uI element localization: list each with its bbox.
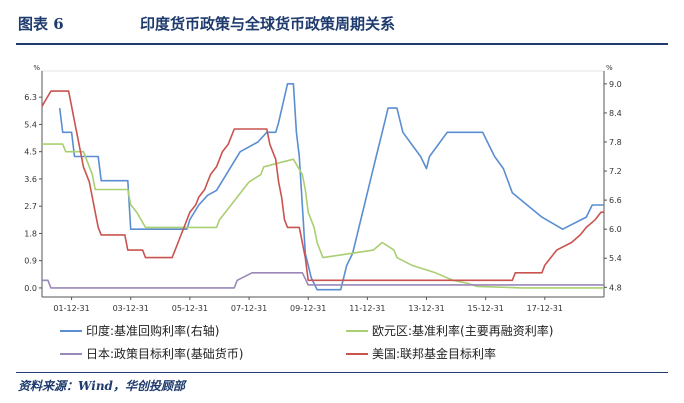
right-axis-unit: % [606,64,613,72]
figure-number: 图表 6 [18,15,64,33]
x-tick-label: 01-12-31 [53,304,89,313]
figure-header: 图表 6 印度货币政策与全球货币政策周期关系 [16,10,668,40]
right-tick-label: 6.0 [609,225,622,234]
x-tick-label: 11-12-31 [349,304,385,313]
left-tick-label: 0.0 [24,284,37,293]
x-tick-label: 13-12-31 [408,304,444,313]
left-axis-unit: % [33,64,40,72]
axes: % % 0.0 0.9 1.8 2.7 3.6 4.5 5.4 6.3 4.8 5.4 6.0 6.6 7.… [24,64,621,313]
right-tick-label: 7.2 [609,167,622,176]
legend-label-1: 欧元区:基准利率(主要再融资利率) [372,323,553,338]
source-note: 资料来源：Wind，华创投顾部 [18,379,185,393]
x-tick-label: 05-12-31 [172,304,208,313]
x-tick-label: 03-12-31 [113,304,149,313]
series-line-2 [42,271,604,289]
legend-label-0: 印度:基准回购利率(右轴) [86,323,219,338]
x-tick-label: 09-12-31 [290,304,326,313]
legend-label-2: 日本:政策目标利率(基础货币) [86,346,243,361]
left-tick-label: 5.4 [24,120,37,129]
footer-rule [16,372,668,373]
right-tick-label: 6.6 [609,196,622,205]
header-rule [16,43,668,45]
x-tick-label: 07-12-31 [231,304,267,313]
left-tick-label: 3.6 [24,175,37,184]
right-tick-label: 5.4 [609,254,622,263]
right-tick-label: 7.8 [609,138,622,147]
left-tick-label: 2.7 [24,202,37,211]
right-tick-label: 8.4 [609,109,622,118]
plot-frame [41,70,605,298]
plot-area [41,70,605,298]
right-tick-label: 4.8 [609,283,622,292]
legend: 印度:基准回购利率(右轴) 欧元区:基准利率(主要再融资利率) 日本:政策目标利率(… [60,323,553,361]
left-tick-label: 1.8 [24,229,37,238]
series-line-3 [41,90,604,282]
left-tick-label: 4.5 [24,148,37,157]
x-tick-label: 17-12-31 [527,304,563,313]
series-line-0 [58,83,604,291]
x-tick-label: 15-12-31 [468,304,504,313]
series-layer [41,83,604,291]
legend-label-3: 美国:联邦基金目标利率 [372,346,496,361]
figure-title: 印度货币政策与全球货币政策周期关系 [140,15,396,33]
series-line-1 [42,143,604,289]
right-tick-label: 9.0 [609,80,622,89]
left-tick-label: 0.9 [24,257,37,266]
left-tick-label: 6.3 [24,93,37,102]
